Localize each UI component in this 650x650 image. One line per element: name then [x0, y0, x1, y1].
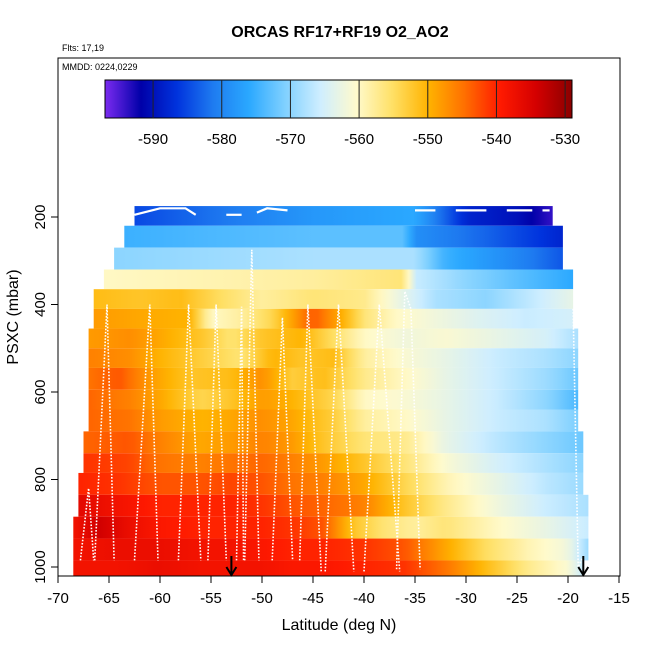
- x-tick-label: -15: [608, 590, 630, 607]
- flight-track: [79, 207, 584, 572]
- flight-track-segment: [243, 249, 260, 561]
- flight-track-segment: [363, 304, 401, 572]
- arrow-head: [577, 566, 590, 577]
- plot-frame: [57, 57, 621, 577]
- chart-title: ORCAS RF17+RF19 O2_AO2: [231, 24, 449, 41]
- arrow-head: [225, 566, 238, 577]
- flight-track-dash: [134, 207, 197, 216]
- heatmap-layer: [78, 472, 584, 495]
- heatmap-layer: [88, 367, 579, 390]
- x-tick-label: -30: [455, 590, 477, 607]
- colorbar-ticks: -590 -580 -570 -560 -550 -540 -530: [138, 80, 580, 148]
- x-axis: -70 -65 -60 -55 -50 -45 -40 -35 -30 -25 -20 -15: [47, 576, 630, 607]
- flight-track-segment: [177, 304, 202, 561]
- colorbar-tick-label: -580: [207, 131, 237, 148]
- flight-track-segment: [324, 304, 355, 572]
- heatmap-layer: [73, 538, 589, 561]
- heatmap-layer: [103, 269, 574, 290]
- x-tick-label: -50: [251, 590, 273, 607]
- flight-track-segment: [93, 304, 115, 561]
- x-tick-label: -25: [506, 590, 528, 607]
- heatmap-layer: [93, 289, 574, 309]
- heatmap-layers: [73, 206, 589, 576]
- heatmap-layer: [73, 516, 589, 539]
- heatmap-layer: [88, 389, 579, 410]
- colorbar-tick-label: -560: [344, 131, 374, 148]
- y-axis: 200 400 600 800 1000: [32, 204, 58, 584]
- flight-track-segment: [298, 304, 322, 572]
- x-tick-label: -35: [404, 590, 426, 607]
- x-tick-label: -65: [98, 590, 120, 607]
- heatmap-layer: [134, 206, 553, 226]
- colorbar: -590 -580 -570 -560 -550 -540 -530: [104, 79, 580, 148]
- x-tick-label: -70: [47, 590, 69, 607]
- colorbar-tick-label: -590: [138, 131, 168, 148]
- y-tick-label: 800: [32, 467, 49, 492]
- heatmap-layer: [93, 308, 574, 329]
- heatmap-layer: [88, 348, 579, 368]
- flight-arrows: [225, 556, 590, 577]
- y-tick-label: 1000: [32, 550, 49, 583]
- colorbar-tick-label: -540: [481, 131, 511, 148]
- x-tick-label: -45: [302, 590, 324, 607]
- flight-track-segment: [271, 317, 294, 561]
- colorbar-gradient: [104, 79, 573, 119]
- colorbar-tick-label: -530: [550, 131, 580, 148]
- x-tick-label: -60: [149, 590, 171, 607]
- x-tick-label: -40: [353, 590, 375, 607]
- flight-track-segment: [133, 304, 159, 561]
- flight-track-segment: [207, 304, 228, 561]
- heatmap-layer: [83, 453, 584, 473]
- flight-track-segment: [395, 291, 421, 570]
- heatmap-layer: [83, 431, 584, 454]
- x-tick-label: -55: [200, 590, 222, 607]
- colorbar-tick-label: -550: [413, 131, 443, 148]
- flights-note: Flts: 17,19: [62, 43, 104, 53]
- y-tick-label: 400: [32, 292, 49, 317]
- heatmap-layer: [78, 494, 589, 517]
- colorbar-tick-label: -570: [275, 131, 305, 148]
- date-note: MMDD: 0224,0229: [62, 62, 138, 72]
- y-axis-label: PSXC (mbar): [5, 269, 22, 364]
- heatmap-layer: [124, 225, 563, 248]
- y-tick-label: 200: [32, 204, 49, 229]
- y-tick-label: 600: [32, 379, 49, 404]
- heatmap-layer: [114, 247, 563, 270]
- x-axis-label: Latitude (deg N): [282, 617, 397, 634]
- heatmap-layer: [88, 328, 579, 349]
- flight-track-segment: [235, 306, 245, 561]
- heatmap-layer: [73, 560, 584, 576]
- x-tick-label: -20: [557, 590, 579, 607]
- flight-track-dash: [256, 207, 288, 214]
